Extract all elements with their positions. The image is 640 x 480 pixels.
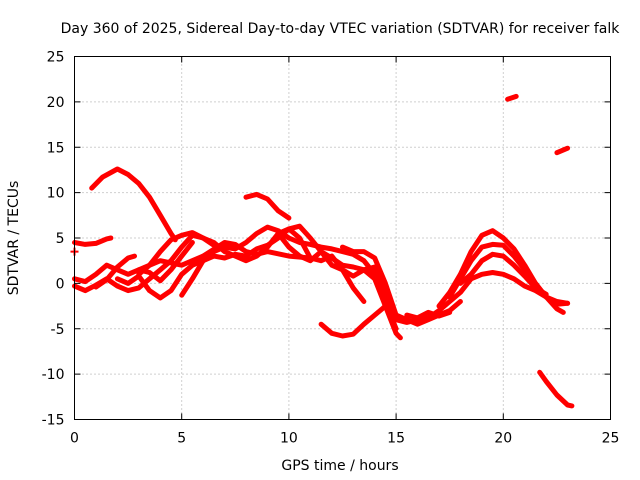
data-series-arc-14 (404, 309, 453, 321)
x-tick-label: 5 (177, 431, 186, 447)
data-series-arc-2 (89, 166, 178, 243)
x-tick-label: 20 (494, 431, 512, 447)
y-tick-label: 5 (56, 231, 65, 247)
data-series-arc-19 (505, 93, 519, 102)
y-axis-label: SDTVAR / TECUs (6, 181, 22, 296)
y-tick-label: 0 (56, 276, 65, 292)
y-tick-label: -5 (51, 322, 65, 338)
data-series-arc-20 (554, 145, 571, 156)
grid-lines (74, 56, 611, 420)
chart-title: Day 360 of 2025, Sidereal Day-to-day VTE… (61, 21, 621, 37)
data-traces (70, 93, 575, 409)
plot-frame (74, 56, 611, 420)
y-tick-label: 20 (47, 95, 65, 111)
axes: 0 5 10 15 20 25 -15 -10 -5 0 5 10 15 20 25 (42, 50, 620, 447)
x-axis-label: GPS time / hours (281, 458, 398, 474)
data-series-arc-12 (275, 231, 403, 341)
x-tick-label: 25 (602, 431, 620, 447)
y-tick-label: 10 (47, 186, 65, 202)
data-series-arc-1 (72, 235, 114, 247)
y-tick-label: 25 (47, 50, 65, 66)
y-tick-label: 15 (47, 140, 65, 156)
data-series-arc-5 (93, 253, 137, 290)
data-series-arc-17 (447, 241, 566, 315)
data-series-arc-21 (537, 369, 575, 409)
data-series-arc-9 (179, 224, 399, 332)
data-series-arc-8 (136, 240, 313, 273)
data-series-arc-18 (457, 251, 549, 297)
data-series-arc-11 (318, 303, 388, 339)
x-tick-label: 10 (280, 431, 298, 447)
x-tick-label: 0 (70, 431, 79, 447)
y-tick-label: -10 (42, 367, 65, 383)
data-series-arc-7 (136, 226, 367, 304)
x-tick-label: 15 (387, 431, 405, 447)
y-tick-label: -15 (42, 413, 65, 429)
data-series-arc-10 (243, 191, 292, 221)
data-series-arc-4 (72, 240, 195, 285)
